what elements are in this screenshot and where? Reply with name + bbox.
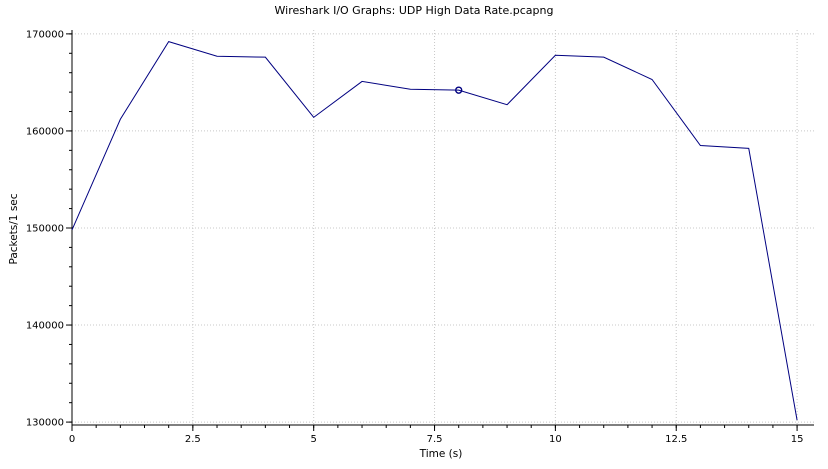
y-tick-label: 140000 [26,321,64,332]
y-axis-label: Packets/1 sec [8,193,20,264]
x-tick-label: 5 [311,434,317,445]
chart-title: Wireshark I/O Graphs: UDP High Data Rate… [275,4,554,17]
y-tick-label: 160000 [26,126,64,137]
x-tick-label: 0 [69,434,75,445]
axes-layer: 0 2.5 5 7.5 10 12.5 15 130000 140000 150000 160000… [26,29,814,445]
y-tick-label: 170000 [26,29,64,40]
x-tick-label: 15 [791,434,804,445]
y-tick-label: 150000 [26,223,64,234]
highlighted-point-marker [455,86,463,94]
x-axis-label: Time (s) [419,448,463,460]
series-line [71,41,798,421]
series-layer [71,41,798,421]
x-tick-label: 7.5 [427,434,443,445]
y-tick-label: 130000 [26,418,64,429]
x-tick-label: 10 [549,434,562,445]
x-tick-label: 2.5 [185,434,201,445]
x-tick-label: 12.5 [665,434,687,445]
grid-layer [71,30,814,425]
